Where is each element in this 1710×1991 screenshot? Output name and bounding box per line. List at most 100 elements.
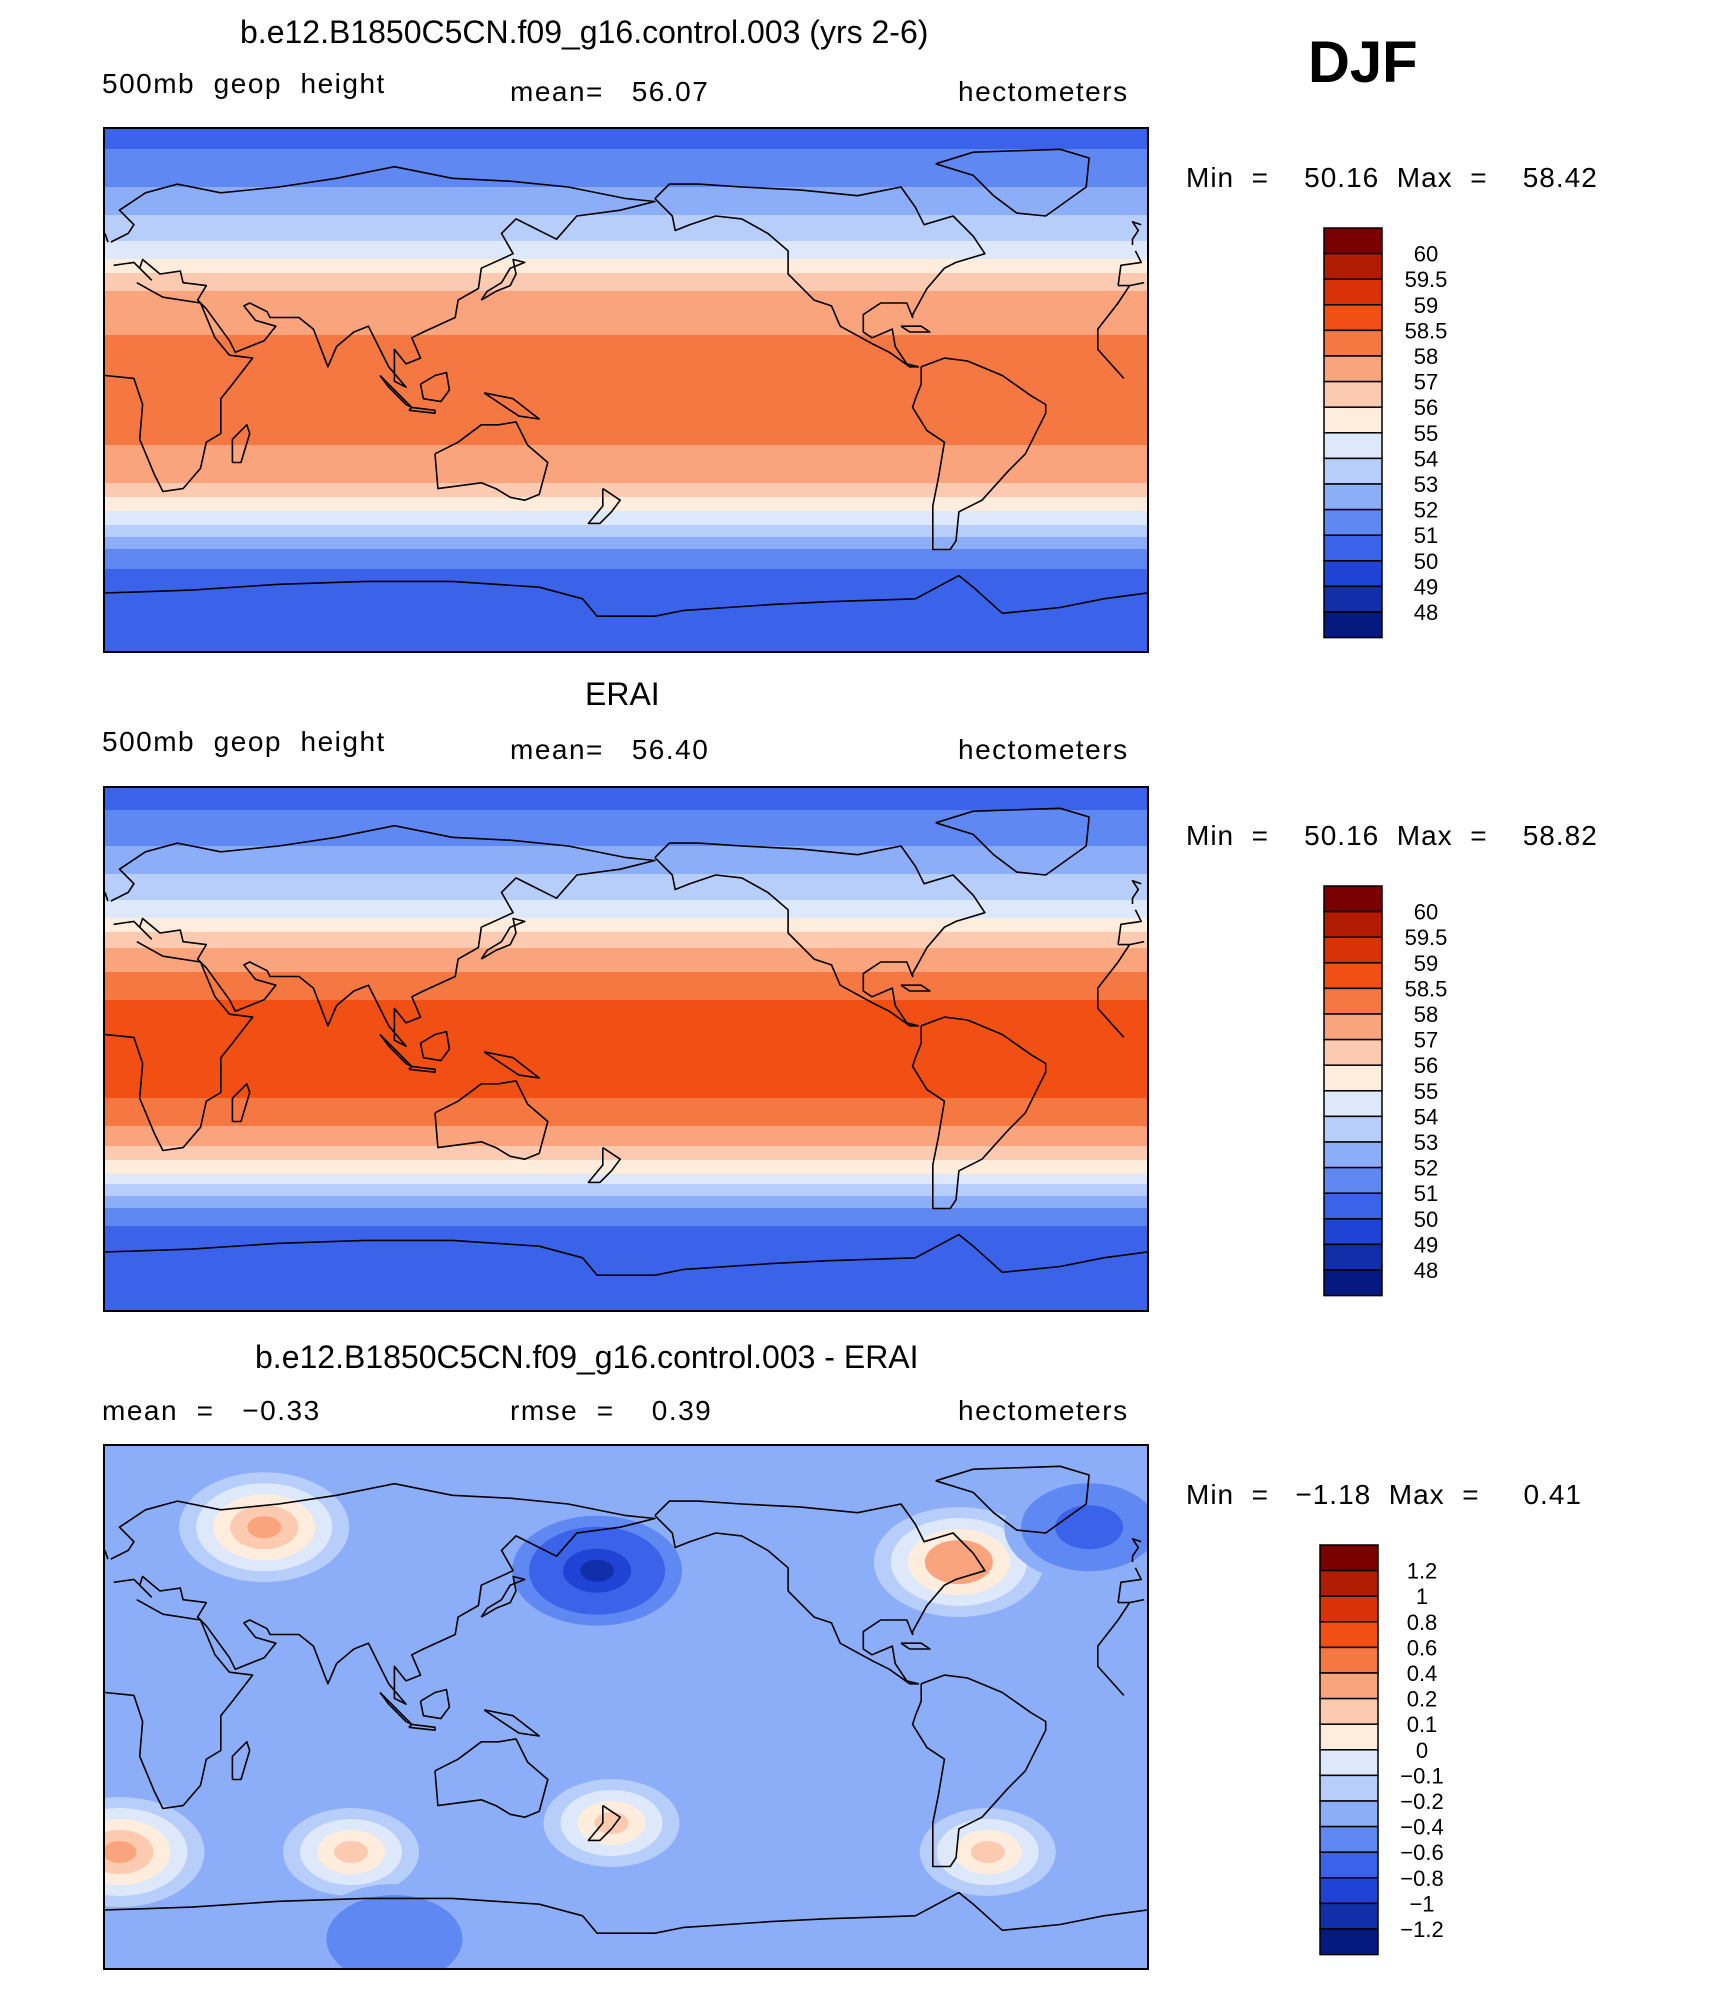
- band-row: [105, 1086, 1147, 1089]
- colorbar-swatch-6: [1319, 1697, 1379, 1725]
- panel-2-units-label: hectometers: [958, 734, 1129, 765]
- band-row: [105, 1064, 1147, 1067]
- band-row: [105, 900, 1147, 903]
- panel-1-map: [103, 127, 1149, 653]
- band-row: [105, 517, 1147, 520]
- colorbar-swatch-13: [1319, 1877, 1379, 1905]
- band-row: [105, 579, 1147, 582]
- band-row: [105, 411, 1147, 414]
- band-row: [105, 293, 1147, 296]
- band-row: [105, 1294, 1147, 1297]
- colorbar-swatch-4: [1319, 1646, 1379, 1674]
- colorbar-tick-label: 54: [1414, 1104, 1438, 1129]
- band-row: [105, 609, 1147, 612]
- band-row: [105, 509, 1147, 512]
- colorbar-swatch-11: [1323, 1166, 1383, 1194]
- coastline-5: [434, 1738, 549, 1818]
- band-row: [105, 269, 1147, 272]
- band-row: [105, 425, 1147, 428]
- band-row: [105, 339, 1147, 342]
- panel-3-colorbar: 1.2 1 0.8 0.6 0.4 0.2 0.1 0 −0.1 −0.2 −0.4 −0.6 −0.8…: [1319, 1544, 1460, 1960]
- band-row: [105, 253, 1147, 256]
- band-row: [105, 201, 1147, 204]
- band-row: [105, 1040, 1147, 1043]
- band-row: [105, 1006, 1147, 1009]
- band-row: [105, 794, 1147, 797]
- band-row: [105, 543, 1147, 546]
- band-row: [105, 535, 1147, 538]
- band-row: [105, 643, 1147, 646]
- band-row: [105, 435, 1147, 438]
- band-row: [105, 283, 1147, 286]
- band-row: [105, 832, 1147, 835]
- panel-3-mean-label: mean = −0.33: [102, 1395, 321, 1426]
- band-row: [105, 345, 1147, 348]
- panel-2-map-svg: [105, 788, 1147, 1310]
- band-row: [105, 1258, 1147, 1261]
- band-row: [105, 545, 1147, 548]
- panel-1-units-label: hectometers: [958, 76, 1129, 107]
- colorbar-swatch-0: [1319, 1544, 1379, 1572]
- colorbar-tick-label: −0.4: [1400, 1815, 1443, 1840]
- colorbar-tick-label: 59: [1414, 293, 1438, 318]
- coastline-10: [483, 1051, 540, 1079]
- band-row: [105, 257, 1147, 260]
- band-row: [105, 1116, 1147, 1119]
- colorbar-tick-label: 57: [1414, 370, 1438, 395]
- band-row: [105, 1004, 1147, 1007]
- panel-3-rmse-label: rmse = 0.39: [510, 1395, 713, 1426]
- contour-field: [105, 1446, 1147, 1968]
- band-row: [105, 1268, 1147, 1271]
- band-row: [105, 647, 1147, 650]
- band-row: [105, 1220, 1147, 1223]
- band-row: [105, 193, 1147, 196]
- band-row: [105, 469, 1147, 472]
- band-row: [105, 245, 1147, 248]
- band-row: [105, 1188, 1147, 1191]
- band-row: [105, 1002, 1147, 1005]
- band-row: [105, 1198, 1147, 1201]
- band-row: [105, 980, 1147, 983]
- band-row: [105, 483, 1147, 486]
- band-row: [105, 625, 1147, 628]
- colorbar-swatch-5: [1323, 1013, 1383, 1041]
- band-row: [105, 1286, 1147, 1289]
- band-row: [105, 533, 1147, 536]
- band-row: [105, 820, 1147, 823]
- colorbar-tick-label: 48: [1414, 600, 1438, 625]
- band-row: [105, 1308, 1147, 1310]
- band-row: [105, 1080, 1147, 1083]
- coastline-2: [110, 1482, 1145, 1705]
- band-row: [105, 239, 1147, 242]
- band-row: [105, 1194, 1147, 1197]
- band-row: [105, 992, 1147, 995]
- band-row: [105, 1134, 1147, 1137]
- band-row: [105, 842, 1147, 845]
- band-row: [105, 195, 1147, 198]
- band-row: [105, 179, 1147, 182]
- band-row: [105, 1240, 1147, 1243]
- band-row: [105, 565, 1147, 568]
- band-row: [105, 1244, 1147, 1247]
- band-row: [105, 341, 1147, 344]
- band-row: [105, 627, 1147, 630]
- band-row: [105, 940, 1147, 943]
- band-row: [105, 1046, 1147, 1049]
- band-row: [105, 1038, 1147, 1041]
- coastline-8: [379, 1033, 413, 1068]
- band-row: [105, 415, 1147, 418]
- band-row: [105, 1168, 1147, 1171]
- colorbar-swatch-7: [1323, 1064, 1383, 1092]
- colorbar-tick-label: 58.5: [1405, 318, 1448, 343]
- band-row: [105, 1060, 1147, 1063]
- colorbar-swatch-14: [1323, 585, 1383, 613]
- band-row: [105, 1302, 1147, 1305]
- band-row: [105, 870, 1147, 873]
- band-row: [105, 1072, 1147, 1075]
- band-row: [105, 1092, 1147, 1095]
- panel-3-map-svg: [105, 1446, 1147, 1968]
- colorbar-tick-label: −0.8: [1400, 1866, 1443, 1891]
- coastline-9: [408, 1723, 436, 1731]
- band-row: [105, 157, 1147, 160]
